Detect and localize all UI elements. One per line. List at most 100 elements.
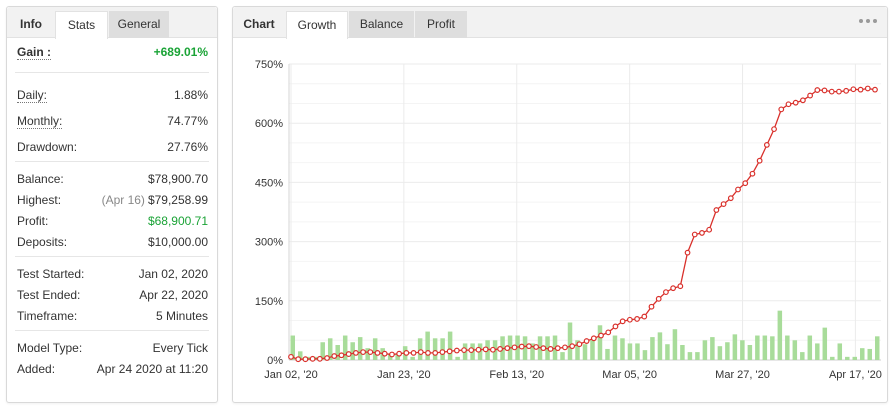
line-point — [309, 355, 316, 362]
stat-value: $10,000.00 — [147, 235, 208, 249]
bar — [372, 338, 378, 360]
line-point — [511, 344, 518, 351]
bar — [350, 342, 355, 360]
bar — [860, 348, 865, 360]
growth-line — [290, 87, 876, 360]
line-point — [691, 231, 698, 238]
stat-label: Daily: — [17, 87, 48, 103]
bar — [455, 356, 460, 360]
line-point — [345, 351, 352, 357]
line-point — [461, 347, 467, 354]
bar — [792, 340, 798, 360]
line-point — [742, 180, 749, 187]
tab-chart[interactable]: Chart — [243, 17, 275, 31]
bar — [725, 342, 730, 360]
bar — [590, 340, 595, 360]
y-tick-label: 750% — [255, 59, 283, 71]
tab-profit[interactable]: Profit — [415, 11, 467, 38]
line-point — [800, 97, 806, 104]
line-point — [590, 335, 597, 342]
line-point — [439, 349, 446, 356]
bar — [732, 334, 738, 360]
bar — [522, 336, 528, 360]
bar — [395, 354, 400, 360]
x-tick-label: Jan 23, '20 — [377, 369, 430, 381]
y-tick-label: 600% — [255, 118, 283, 130]
stat-value: Apr 24 2020 at 11:20 — [96, 362, 208, 376]
stat-label: Highest: — [17, 193, 62, 207]
bar — [432, 338, 438, 360]
line-point — [533, 344, 540, 350]
line-point — [417, 349, 424, 356]
bar-series — [290, 310, 880, 360]
stat-value: Jan 02, 2020 — [138, 267, 208, 281]
stats-tabbar: Info Stats General — [7, 7, 217, 39]
line-point — [857, 86, 864, 93]
bar — [635, 343, 640, 360]
line-point — [720, 201, 727, 208]
line-point — [706, 226, 713, 233]
chart-grid — [288, 63, 881, 361]
bar — [597, 325, 603, 360]
more-horizontal-icon[interactable] — [859, 16, 877, 26]
bar — [822, 327, 828, 360]
bar — [710, 337, 715, 360]
bar — [837, 343, 843, 360]
line-point — [352, 349, 359, 356]
line-point — [504, 345, 511, 352]
bar — [620, 338, 625, 360]
line-point — [583, 338, 590, 344]
line-point — [807, 92, 814, 99]
line-point — [713, 207, 720, 213]
line-point — [648, 303, 655, 310]
bar — [777, 310, 783, 360]
stat-value: $68,900.71 — [147, 214, 208, 228]
stat-model-type: Model Type: Every Tick — [17, 338, 208, 358]
stats-list: Gain : +689.01% Daily: 1.88% Monthly: 74… — [7, 38, 217, 402]
bar — [755, 335, 760, 360]
line-point — [489, 346, 496, 353]
line-point — [626, 316, 633, 323]
stat-label: Added: — [17, 362, 56, 376]
tab-balance[interactable]: Balance — [349, 11, 414, 38]
bar — [747, 345, 753, 360]
line-point — [403, 349, 410, 356]
line-point — [843, 87, 850, 94]
line-point — [482, 346, 489, 353]
line-point — [367, 349, 374, 356]
bar — [447, 331, 453, 360]
tab-general[interactable]: General — [109, 11, 169, 38]
line-point — [569, 343, 576, 350]
stat-label: Drawdown: — [17, 140, 78, 154]
line-point — [526, 343, 532, 350]
y-tick-label: 0% — [267, 355, 283, 367]
bar — [425, 331, 430, 360]
bar — [365, 348, 370, 360]
stat-label: Monthly: — [17, 113, 63, 129]
line-point — [872, 86, 878, 93]
line-point — [468, 347, 475, 354]
line-point — [749, 170, 756, 177]
line-point — [792, 99, 799, 106]
stat-added: Added: Apr 24 2020 at 11:20 — [17, 359, 208, 379]
stat-label: Model Type: — [17, 341, 83, 355]
stat-gain: Gain : +689.01% — [17, 42, 208, 62]
line-point — [850, 86, 857, 93]
line-point — [425, 349, 431, 356]
line-point — [562, 344, 568, 351]
tab-stats[interactable]: Stats — [55, 11, 108, 39]
stat-highest: Highest: (Apr 16) $79,258.99 — [17, 190, 208, 210]
y-tick-label: 450% — [255, 177, 283, 189]
line-point — [814, 87, 821, 93]
bar — [807, 335, 813, 360]
bar — [440, 338, 445, 360]
tab-growth[interactable]: Growth — [286, 11, 348, 39]
bar — [875, 336, 880, 360]
tab-info[interactable]: Info — [20, 17, 42, 31]
line-point — [576, 341, 583, 348]
line-point — [410, 349, 417, 356]
x-tick-label: Apr 17, '20 — [829, 369, 882, 381]
line-point — [670, 285, 677, 292]
bar — [560, 352, 565, 360]
stat-test-started: Test Started: Jan 02, 2020 — [17, 264, 208, 284]
